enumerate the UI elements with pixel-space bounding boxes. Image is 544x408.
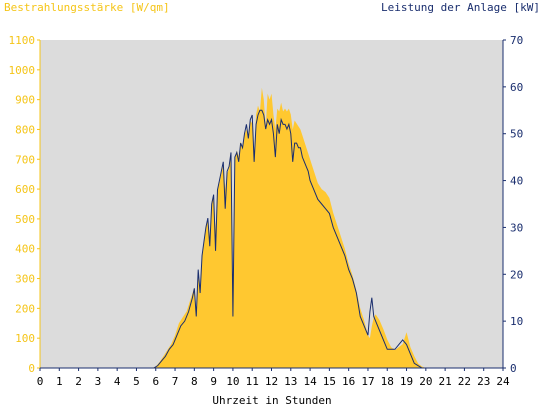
left-tick-label: 400 — [15, 243, 35, 256]
x-tick-label: 13 — [284, 375, 297, 388]
x-tick-label: 4 — [114, 375, 121, 388]
left-tick-label: 0 — [28, 362, 35, 375]
left-tick-label: 900 — [15, 94, 35, 107]
right-tick-label: 70 — [510, 34, 523, 47]
x-tick-label: 3 — [95, 375, 102, 388]
power-line — [40, 109, 503, 369]
x-tick-label: 22 — [458, 375, 471, 388]
x-tick-label: 7 — [172, 375, 179, 388]
x-tick-label: 0 — [37, 375, 44, 388]
x-tick-label: 20 — [419, 375, 432, 388]
x-tick-label: 9 — [210, 375, 217, 388]
x-tick-label: 19 — [400, 375, 413, 388]
right-tick-label: 40 — [510, 175, 523, 188]
right-tick-label: 10 — [510, 315, 523, 328]
left-tick-label: 700 — [15, 153, 35, 166]
left-tick-label: 500 — [15, 213, 35, 226]
x-tick-label: 23 — [477, 375, 490, 388]
left-axis-title: Bestrahlungsstärke [W/qm] — [4, 1, 170, 14]
right-tick-label: 60 — [510, 81, 523, 94]
x-tick-label: 5 — [133, 375, 140, 388]
x-tick-label: 10 — [226, 375, 239, 388]
right-tick-label: 30 — [510, 221, 523, 234]
x-tick-label: 6 — [152, 375, 159, 388]
x-tick-label: 1 — [56, 375, 63, 388]
x-tick-label: 11 — [246, 375, 259, 388]
left-tick-label: 300 — [15, 273, 35, 286]
x-tick-label: 16 — [342, 375, 355, 388]
x-tick-label: 17 — [361, 375, 374, 388]
x-axis-label: Uhrzeit in Stunden — [212, 394, 332, 407]
left-tick-label: 1100 — [9, 34, 36, 47]
x-tick-label: 14 — [303, 375, 317, 388]
right-tick-label: 50 — [510, 128, 523, 141]
x-tick-label: 2 — [75, 375, 82, 388]
x-tick-label: 12 — [265, 375, 278, 388]
irradiance-area — [40, 87, 503, 369]
x-tick-label: 18 — [381, 375, 394, 388]
right-tick-label: 20 — [510, 268, 523, 281]
left-tick-label: 800 — [15, 123, 35, 136]
right-tick-label: 0 — [510, 362, 517, 375]
x-tick-label: 24 — [496, 375, 510, 388]
left-tick-label: 600 — [15, 183, 35, 196]
left-tick-label: 1000 — [9, 64, 36, 77]
x-tick-label: 8 — [191, 375, 198, 388]
left-tick-label: 100 — [15, 332, 35, 345]
x-tick-label: 21 — [439, 375, 452, 388]
left-tick-label: 200 — [15, 302, 35, 315]
x-tick-label: 15 — [323, 375, 336, 388]
right-axis-title: Leistung der Anlage [kW] — [381, 1, 540, 14]
